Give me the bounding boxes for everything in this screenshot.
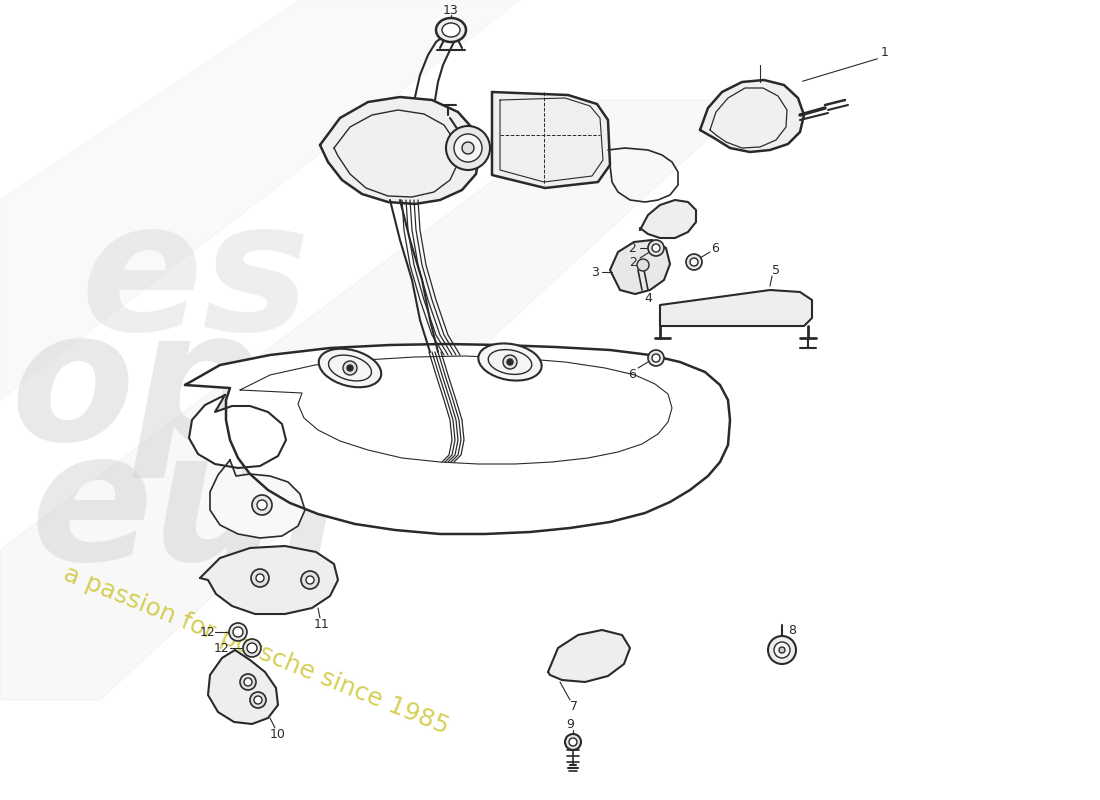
Text: 7: 7 xyxy=(570,699,578,713)
Circle shape xyxy=(244,678,252,686)
Polygon shape xyxy=(210,460,305,538)
Polygon shape xyxy=(189,395,286,468)
Polygon shape xyxy=(700,80,804,152)
Text: eur: eur xyxy=(30,422,370,598)
Polygon shape xyxy=(185,344,730,534)
Polygon shape xyxy=(208,650,278,724)
Circle shape xyxy=(240,674,256,690)
Text: 11: 11 xyxy=(315,618,330,631)
Polygon shape xyxy=(610,240,670,294)
Polygon shape xyxy=(0,100,750,700)
Circle shape xyxy=(454,134,482,162)
Polygon shape xyxy=(320,97,480,204)
Circle shape xyxy=(637,259,649,271)
Text: es: es xyxy=(80,192,310,368)
Ellipse shape xyxy=(478,343,541,381)
Ellipse shape xyxy=(257,500,267,510)
Circle shape xyxy=(251,569,270,587)
Circle shape xyxy=(774,642,790,658)
Polygon shape xyxy=(660,290,812,326)
Polygon shape xyxy=(548,630,630,682)
Text: 3: 3 xyxy=(591,266,598,278)
Text: 1: 1 xyxy=(881,46,889,59)
Polygon shape xyxy=(640,200,696,238)
Text: op: op xyxy=(10,302,263,478)
Ellipse shape xyxy=(442,23,460,37)
Circle shape xyxy=(569,738,578,746)
Text: 5: 5 xyxy=(772,263,780,277)
Circle shape xyxy=(343,361,358,375)
Text: 6: 6 xyxy=(711,242,719,254)
Circle shape xyxy=(686,254,702,270)
Circle shape xyxy=(306,576,313,584)
Ellipse shape xyxy=(436,18,466,42)
Text: 8: 8 xyxy=(788,623,796,637)
Polygon shape xyxy=(200,546,338,614)
Text: a passion for porsche since 1985: a passion for porsche since 1985 xyxy=(60,562,452,738)
Polygon shape xyxy=(0,0,520,400)
Circle shape xyxy=(565,734,581,750)
Text: 13: 13 xyxy=(443,3,459,17)
Text: 4: 4 xyxy=(645,291,652,305)
Circle shape xyxy=(233,627,243,637)
Circle shape xyxy=(248,643,257,653)
Circle shape xyxy=(250,692,266,708)
Circle shape xyxy=(507,359,513,365)
Circle shape xyxy=(243,639,261,657)
Circle shape xyxy=(690,258,698,266)
Circle shape xyxy=(648,350,664,366)
Text: 9: 9 xyxy=(566,718,574,730)
Circle shape xyxy=(652,244,660,252)
Polygon shape xyxy=(492,92,610,188)
Text: 2: 2 xyxy=(628,242,636,254)
Circle shape xyxy=(779,647,785,653)
Circle shape xyxy=(256,574,264,582)
Ellipse shape xyxy=(319,349,382,387)
Circle shape xyxy=(346,365,353,371)
Text: 12: 12 xyxy=(200,626,216,638)
Circle shape xyxy=(446,126,490,170)
Circle shape xyxy=(503,355,517,369)
Text: 10: 10 xyxy=(271,727,286,741)
Circle shape xyxy=(652,354,660,362)
Circle shape xyxy=(254,696,262,704)
Circle shape xyxy=(768,636,796,664)
Circle shape xyxy=(229,623,248,641)
Text: 6: 6 xyxy=(628,367,636,381)
Circle shape xyxy=(301,571,319,589)
Circle shape xyxy=(462,142,474,154)
Text: 12: 12 xyxy=(214,642,230,654)
Ellipse shape xyxy=(252,495,272,515)
Text: 2: 2 xyxy=(629,257,637,270)
Circle shape xyxy=(648,240,664,256)
